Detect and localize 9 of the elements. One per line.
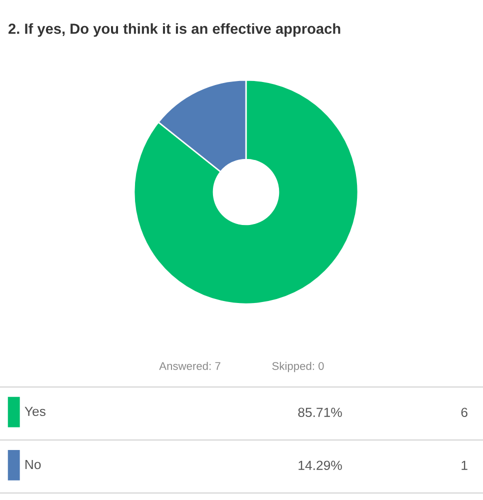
text: Skipped: 0 [272, 362, 324, 372]
chart-title: 2. If yes, Do you think it is an effective approach [8, 23, 340, 37]
text: 6 [461, 408, 468, 418]
text: 1 [462, 460, 468, 470]
data-label: 14.29% [298, 460, 342, 470]
text: Answered: 7 [159, 362, 220, 370]
data-label: 85.71% [298, 408, 342, 418]
legend-label: No [25, 460, 41, 470]
legend-label: Yes [24, 406, 46, 416]
